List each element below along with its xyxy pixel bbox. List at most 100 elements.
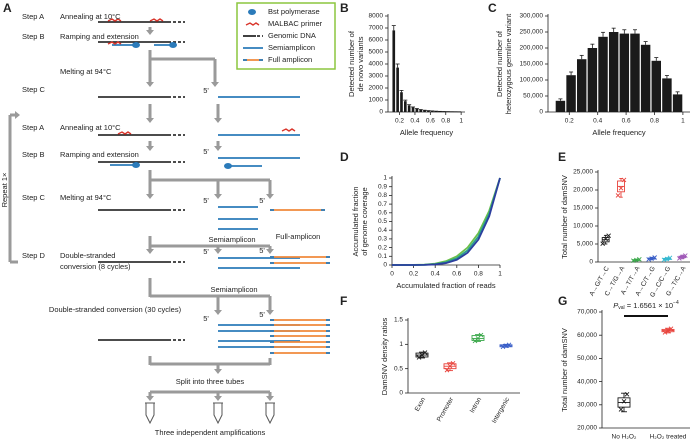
x-tick-label: 0.8 (474, 271, 483, 278)
y-tick-label: 0.3 (378, 236, 387, 243)
arrow-head (15, 111, 20, 119)
y-axis-label: Total number of damSNV (560, 175, 569, 259)
y-tick-label: 0.5 (394, 365, 403, 372)
y-tick-label: 5,000 (577, 241, 594, 248)
point (618, 185, 624, 191)
arrow-head (146, 194, 154, 199)
bar (427, 110, 430, 112)
x-tick-label: 0.4 (593, 118, 602, 125)
legend-label: MALBAC primer (268, 19, 323, 28)
point (680, 254, 685, 260)
y-tick-label: 6000 (369, 37, 384, 44)
diagram-label: Full-amplicon (276, 232, 321, 241)
diagram-label: Step C (22, 85, 46, 94)
x-tick-label: 1 (459, 118, 463, 125)
diagram-label: Step B (22, 150, 45, 159)
arrow-head (211, 82, 219, 87)
x-tick-label: No H₂O₂ (612, 434, 637, 441)
y-tick-label: 2000 (369, 85, 384, 92)
five-prime: 5' (203, 247, 209, 256)
y-tick-label: 30,000 (577, 402, 597, 409)
panel-label: F (340, 294, 347, 308)
y-tick-label: 1.5 (394, 317, 403, 324)
arrow-head (214, 396, 222, 401)
polymerase (169, 42, 177, 48)
y-tick-label: 25,000 (573, 169, 593, 176)
y-tick-label: 4000 (369, 61, 384, 68)
point (444, 367, 450, 373)
polymerase (132, 162, 140, 168)
legend-label: Genomic DNA (268, 31, 316, 40)
y-tick-label: 0.2 (378, 244, 387, 251)
primer (281, 128, 296, 132)
arrow-head (266, 396, 274, 401)
point (649, 256, 654, 261)
arrow-head (146, 396, 154, 401)
point (667, 255, 673, 261)
tube (145, 402, 155, 425)
five-prime: 5' (203, 196, 209, 205)
bar (662, 78, 672, 112)
primer (245, 22, 260, 26)
y-tick-label: 1 (383, 175, 387, 182)
primer (149, 18, 164, 22)
y-tick-label: 0 (589, 259, 593, 266)
y-axis-label: Detected number of (495, 30, 504, 97)
diagram-label: Step C (22, 193, 46, 202)
diagram-label: Melting at 94°C (60, 67, 112, 76)
y-tick-label: 8000 (369, 13, 384, 20)
diagram-label: Ramping and extension (60, 32, 139, 41)
point (450, 360, 456, 366)
arrow-head (266, 249, 274, 254)
arrow-head (214, 369, 222, 374)
bar (630, 33, 640, 112)
point (503, 343, 509, 349)
y-tick-label: 300,000 (520, 13, 544, 20)
bar (415, 108, 419, 112)
p-value-part: −4 (673, 300, 679, 306)
repeat-label: Repeat 1× (0, 173, 9, 208)
panel-label: B (340, 1, 349, 15)
bar (400, 92, 403, 112)
point (677, 256, 682, 261)
bar (396, 67, 399, 112)
five-prime: 5' (259, 196, 265, 205)
bar (577, 59, 587, 112)
bar (392, 30, 396, 112)
tube (213, 402, 223, 425)
panel-label: C (488, 1, 497, 15)
x-tick-label: 0.8 (441, 118, 450, 125)
diagram-label: Annealing at 10°C (60, 123, 121, 132)
arrow-head (146, 146, 154, 151)
y-tick-label: 50,000 (577, 355, 597, 362)
diagram-label: Step D (22, 251, 46, 260)
x-tick-label: 0.6 (452, 271, 461, 278)
y-axis-label: DamSNV density ratios (380, 317, 389, 395)
y-axis-label: Accumulated fraction (351, 186, 360, 256)
diagram-label: Annealing at 10°C (60, 12, 121, 21)
point (652, 255, 657, 260)
point (637, 256, 642, 262)
bar (555, 100, 566, 112)
primer (117, 131, 132, 135)
y-axis-label: Detected number of (347, 30, 356, 97)
bar (587, 48, 598, 112)
legend-label: Semiamplicon (268, 43, 315, 52)
bar (411, 107, 415, 112)
y-tick-label: 0.4 (378, 227, 387, 234)
point (668, 326, 674, 332)
diagram-label: Double-stranded (60, 251, 115, 260)
bar (407, 105, 411, 112)
bar (619, 33, 630, 112)
diagram-label: Split into three tubes (176, 377, 245, 386)
x-tick-label: H₂O₂ treated (650, 434, 687, 441)
diagram-label: Ramping and extension (60, 150, 139, 159)
point (606, 233, 611, 239)
arrow-head (214, 118, 222, 123)
y-tick-label: 50,000 (523, 93, 543, 100)
y-tick-label: 150,000 (520, 61, 544, 68)
point (615, 193, 621, 198)
y-tick-label: 3000 (369, 73, 384, 80)
bar (640, 44, 651, 112)
